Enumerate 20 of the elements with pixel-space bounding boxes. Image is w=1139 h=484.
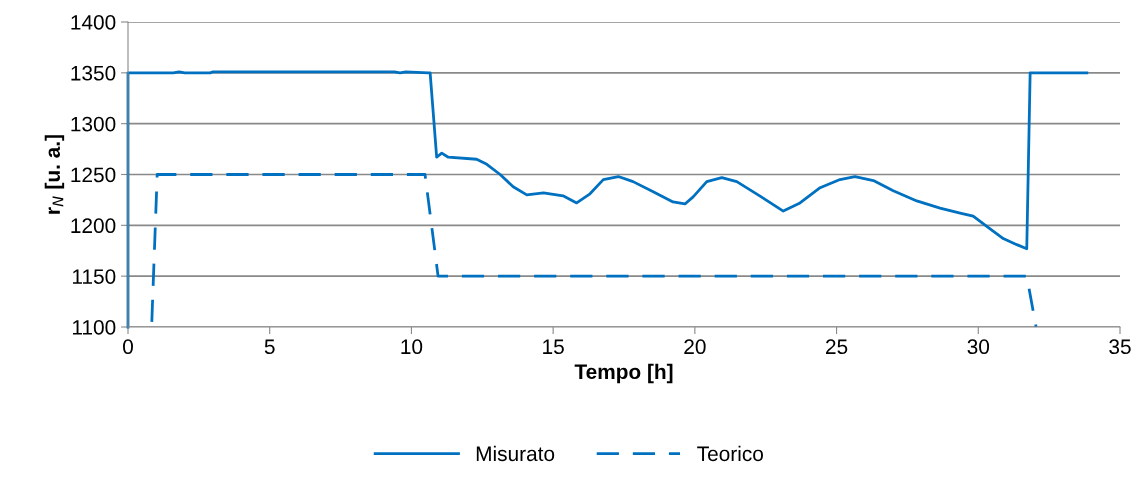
y-tick-label: 1300 <box>71 116 116 132</box>
y-tick-label: 1350 <box>71 65 116 81</box>
x-tick-label: 10 <box>401 339 423 355</box>
y-tick-label: 1100 <box>72 320 116 335</box>
y-tick-label: 1400 <box>71 15 116 30</box>
x-tick-label: 20 <box>684 339 706 355</box>
x-tick-label: 30 <box>967 339 990 355</box>
y-tick-label: 1200 <box>71 218 116 234</box>
y-tick-label: 1250 <box>71 167 116 183</box>
x-axis-title: Tempo [h] <box>574 363 673 384</box>
legend-label: Misurato <box>476 445 555 462</box>
legend-label: Teorico <box>697 445 763 462</box>
x-tick-label: 25 <box>826 339 848 355</box>
x-tick-label: 5 <box>264 339 275 355</box>
y-axis-title: r$_{N}$ [u. a.] <box>44 135 65 214</box>
x-tick-label: 0 <box>123 339 133 355</box>
x-tick-label: 15 <box>543 339 564 355</box>
line-series <box>150 173 1038 329</box>
x-tick-label: 35 <box>1109 339 1131 355</box>
y-tick-label: 1150 <box>72 269 116 284</box>
